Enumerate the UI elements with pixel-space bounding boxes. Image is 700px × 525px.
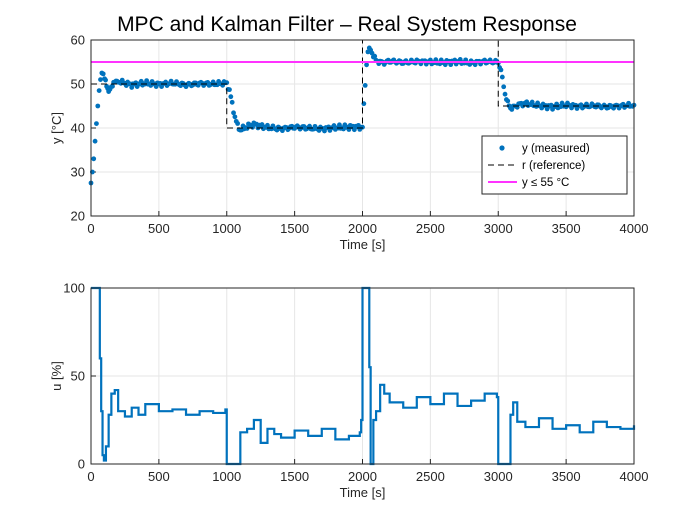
y-tick-label: 60 xyxy=(71,33,85,48)
x-tick-label: 3000 xyxy=(484,469,513,484)
data-point xyxy=(498,67,504,73)
axes-frame xyxy=(90,287,635,465)
x-tick-label: 0 xyxy=(87,221,94,236)
x-tick-label: 1000 xyxy=(212,469,241,484)
data-point xyxy=(372,53,378,59)
series-r-reference-line xyxy=(91,39,634,129)
chart-title: MPC and Kalman Filter – Real System Resp… xyxy=(117,13,577,36)
series-line-u xyxy=(91,286,636,466)
data-point xyxy=(96,88,102,93)
x-axis-label: Time [s] xyxy=(340,485,386,500)
data-point xyxy=(232,114,238,120)
legend-marker-y xyxy=(499,145,505,151)
x-tick-label: 1000 xyxy=(212,221,241,236)
data-point xyxy=(505,98,511,104)
data-point xyxy=(98,77,103,82)
legend: y (measured) r (reference) y ≤ 55 °C xyxy=(481,135,628,195)
data-point xyxy=(91,156,97,162)
y-tick-label: 30 xyxy=(71,165,85,180)
data-point xyxy=(457,57,463,62)
y-tick-label: 40 xyxy=(71,121,85,136)
x-tick-label: 2000 xyxy=(348,221,377,236)
x-tick-label: 0 xyxy=(87,469,94,484)
data-point xyxy=(129,85,135,90)
legend-label: y ≤ 55 °C xyxy=(522,177,569,189)
x-axis-label: Time [s] xyxy=(340,237,386,252)
data-point xyxy=(92,138,98,144)
data-point xyxy=(227,87,232,93)
x-tick-label: 500 xyxy=(148,221,170,236)
data-point xyxy=(231,110,236,116)
y-tick-label: 0 xyxy=(78,457,85,472)
data-point xyxy=(362,83,368,88)
data-point xyxy=(103,77,108,83)
x-tick-label: 4000 xyxy=(620,469,649,484)
data-point xyxy=(94,121,99,126)
x-tick-label: 3500 xyxy=(552,221,581,236)
data-point xyxy=(501,84,507,90)
x-tick-label: 1500 xyxy=(280,221,309,236)
legend-label: r (reference) xyxy=(522,160,585,172)
axes-frame xyxy=(90,39,635,217)
y-tick-label: 20 xyxy=(71,209,85,224)
x-tick-label: 4000 xyxy=(620,221,649,236)
legend-box xyxy=(481,135,628,195)
data-point xyxy=(499,74,505,80)
y-tick-label: 50 xyxy=(71,369,85,384)
x-tick-label: 2500 xyxy=(416,221,445,236)
data-point xyxy=(235,121,241,126)
y-tick-label: 100 xyxy=(63,281,85,296)
data-point xyxy=(100,71,106,77)
data-point xyxy=(360,124,365,130)
data-point xyxy=(502,91,508,97)
data-point xyxy=(364,62,369,68)
y-tick-label: 50 xyxy=(71,77,85,92)
x-tick-label: 2000 xyxy=(348,469,377,484)
x-tick-label: 3500 xyxy=(552,469,581,484)
top-axes: 0 500 1000 1500 2000 2500 3000 3500 4000 20 30 40 50… xyxy=(49,33,648,253)
y-axis-label: u [%] xyxy=(49,361,64,391)
bottom-axes: 0 500 1000 1500 2000 2500 3000 3500 4000 0 50 100 Ti… xyxy=(49,281,648,501)
x-tick-label: 3000 xyxy=(484,221,513,236)
data-point xyxy=(369,50,375,56)
legend-label: y (measured) xyxy=(522,143,590,155)
data-point xyxy=(529,99,535,105)
x-tick-label: 1500 xyxy=(280,469,309,484)
data-point xyxy=(110,83,115,89)
x-tick-label: 2500 xyxy=(416,469,445,484)
x-tick-label: 500 xyxy=(148,469,170,484)
data-point xyxy=(448,62,454,68)
y-axis-label: y [°C] xyxy=(49,112,64,144)
data-point xyxy=(228,94,234,100)
data-point xyxy=(95,103,101,109)
data-point xyxy=(229,99,235,105)
